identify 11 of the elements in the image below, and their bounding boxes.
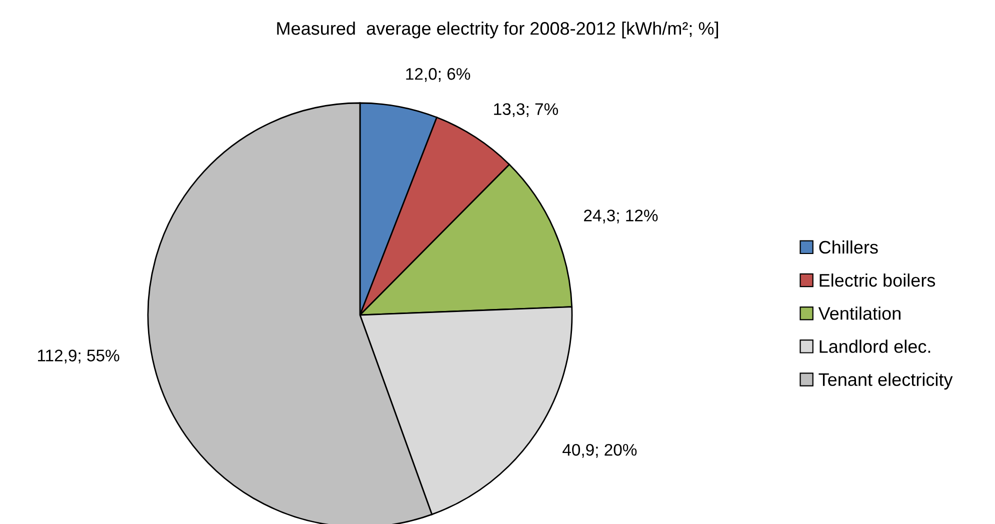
data-label: 24,3; 12%: [584, 210, 658, 224]
legend-label: Electric boilers: [820, 274, 936, 287]
legend-label: Tenant electricity: [818, 372, 953, 390]
legend-label: Chillers: [819, 240, 878, 254]
legend-label: Landlord elec.: [820, 340, 930, 353]
data-label: 40,9; 20%: [562, 444, 637, 458]
legend-label: Ventilation: [818, 306, 900, 320]
chart-title: Measured average electrity for 2008-2012 [kWh/m²; %]: [277, 22, 718, 38]
data-label: 13,3; 7%: [494, 103, 558, 117]
data-label: 12,0; 6%: [406, 68, 470, 82]
data-label: 112,9; 55%: [38, 350, 120, 364]
